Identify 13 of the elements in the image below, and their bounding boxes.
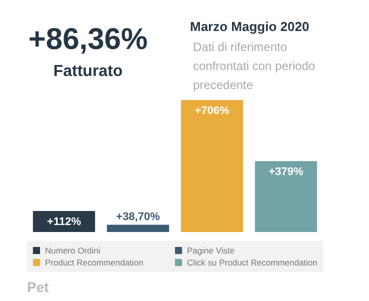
- data-label: +38,70%: [116, 210, 160, 223]
- legend-label: Pagine Viste: [187, 246, 235, 256]
- legend-label: Click su Product Recommendation: [187, 258, 318, 268]
- data-label: +379%: [268, 166, 304, 178]
- text: Marzo Maggio 2020: [190, 19, 310, 34]
- chart-title: +86,36%: [28, 23, 148, 56]
- data-label: +706%: [194, 105, 230, 117]
- data-label: +112%: [47, 216, 82, 228]
- chart-subtitle: Fatturato: [53, 63, 123, 80]
- legend-label: Product Recommendation: [45, 258, 144, 268]
- text: Pet: [27, 279, 50, 295]
- legend-label: Numero Ordini: [45, 246, 100, 256]
- text: Dati di riferimento confrontati con periodo precedente: [193, 40, 316, 92]
